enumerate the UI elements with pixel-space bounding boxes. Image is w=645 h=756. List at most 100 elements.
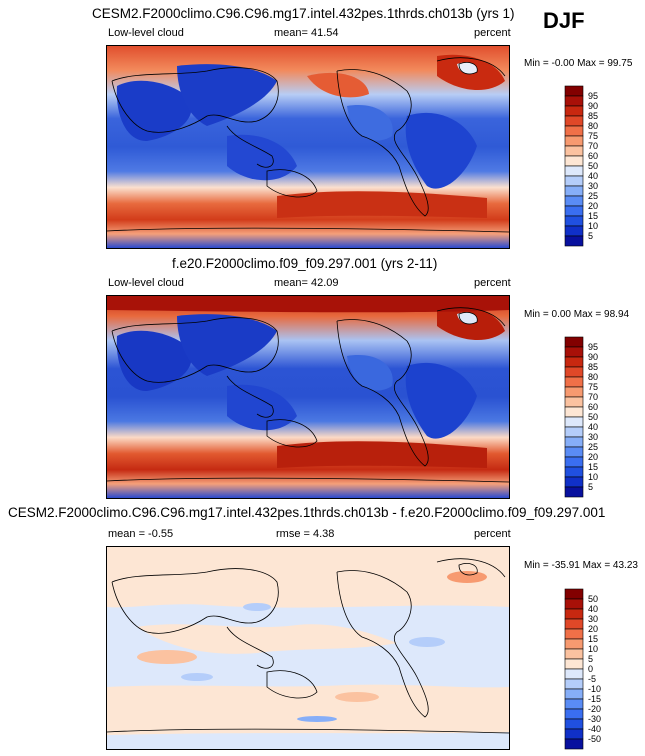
colorbar-3-tick-label: -40 (588, 724, 601, 734)
colorbar-2-box-14 (564, 346, 584, 358)
colorbar-3-box-14 (564, 598, 584, 610)
panel-1-variable-label: Low-level cloud (108, 27, 184, 39)
panel-1-minmax: Min = -0.00 Max = 99.75 (524, 58, 633, 69)
colorbar-1-tick-label: 75 (588, 131, 598, 141)
colorbar-2-box-12 (564, 366, 584, 378)
colorbar-3-box-12 (564, 618, 584, 630)
colorbar-1-box-5 (564, 185, 584, 197)
colorbar-3-box-1 (564, 728, 584, 740)
colorbar-2-tick-label: 95 (588, 342, 598, 352)
colorbar-1-tick-label: 85 (588, 111, 598, 121)
colorbar-2-box-15 (564, 336, 584, 348)
colorbar-2-tick-label: 25 (588, 442, 598, 452)
colorbar-1-box-9 (564, 145, 584, 157)
colorbar-3-tick-label: 30 (588, 614, 598, 624)
colorbar-1-tick-label: 20 (588, 201, 598, 211)
colorbar-1-tick-label: 5 (588, 231, 593, 241)
colorbar-3-box-4 (564, 698, 584, 710)
colorbar-1-tick-label: 60 (588, 151, 598, 161)
colorbar-3-tick-label: -20 (588, 704, 601, 714)
panel-1-colorbar: 5 10 15 20 25 30 40 50 60 70 75 80 85 90 95 (564, 85, 625, 247)
colorbar-3-tick-label: -10 (588, 684, 601, 694)
colorbar-3-box-8 (564, 658, 584, 670)
panel-1-units-label: percent (474, 27, 511, 39)
colorbar-2-tick-label: 90 (588, 352, 598, 362)
colorbar-3-tick-label: 5 (588, 654, 593, 664)
colorbar-2-box-11 (564, 376, 584, 388)
colorbar-1-box-13 (564, 105, 584, 117)
colorbar-2-tick-label: 15 (588, 462, 598, 472)
colorbar-3-box-15 (564, 588, 584, 600)
panel-3-mean-label: mean = -0.55 (108, 528, 174, 540)
colorbar-1-box-3 (564, 205, 584, 217)
colorbar-1-tick-label: 40 (588, 171, 598, 181)
colorbar-1-tick-label: 15 (588, 211, 598, 221)
colorbar-1-box-12 (564, 115, 584, 127)
colorbar-1-tick-label: 95 (588, 91, 598, 101)
colorbar-2-box-5 (564, 436, 584, 448)
panel-1-map (106, 45, 510, 249)
colorbar-2-tick-label: 20 (588, 452, 598, 462)
colorbar-1-tick-label: 90 (588, 101, 598, 111)
colorbar-2-tick-label: 40 (588, 422, 598, 432)
colorbar-3-box-10 (564, 638, 584, 650)
panel-2-map (106, 295, 510, 499)
colorbar-1-box-2 (564, 215, 584, 227)
colorbar-2-tick-label: 5 (588, 482, 593, 492)
colorbar-3-tick-label: -50 (588, 734, 601, 744)
colorbar-2-box-9 (564, 396, 584, 408)
colorbar-2-tick-label: 50 (588, 412, 598, 422)
panel-3-map-plot (107, 547, 509, 749)
panel-3-map (106, 546, 510, 750)
colorbar-1-tick-label: 70 (588, 141, 598, 151)
colorbar-1-box-15 (564, 85, 584, 97)
colorbar-1-box-0 (564, 235, 584, 247)
colorbar-3-box-5 (564, 688, 584, 700)
colorbar-1-tick-label: 25 (588, 191, 598, 201)
colorbar-1-box-10 (564, 135, 584, 147)
colorbar-2-tick-label: 10 (588, 472, 598, 482)
colorbar-3-box-13 (564, 608, 584, 620)
panel-3-rmse-label: rmse = 4.38 (276, 528, 335, 540)
colorbar-1-tick-label: 80 (588, 121, 598, 131)
colorbar-1-tick-label: 30 (588, 181, 598, 191)
panel-1-map-plot (107, 46, 509, 248)
colorbar-3-tick-label: 40 (588, 604, 598, 614)
panel-2-mean-label: mean= 42.09 (274, 277, 339, 289)
panel-3-minmax: Min = -35.91 Max = 43.23 (524, 560, 638, 571)
colorbar-3-box-2 (564, 718, 584, 730)
colorbar-2-box-0 (564, 486, 584, 498)
colorbar-1-box-11 (564, 125, 584, 137)
colorbar-3-box-9 (564, 648, 584, 660)
colorbar-2-tick-label: 75 (588, 382, 598, 392)
panel-2-minmax: Min = 0.00 Max = 98.94 (524, 309, 630, 320)
colorbar-3-tick-label: 15 (588, 634, 598, 644)
panel-3-title: CESM2.F2000climo.C96.C96.mg17.intel.432p… (8, 505, 606, 520)
colorbar-2-box-4 (564, 446, 584, 458)
colorbar-2-tick-label: 80 (588, 372, 598, 382)
colorbar-1-tick-label: 50 (588, 161, 598, 171)
colorbar-3-box-3 (564, 708, 584, 720)
colorbar-3-box-6 (564, 678, 584, 690)
colorbar-3-tick-label: 20 (588, 624, 598, 634)
colorbar-2-tick-label: 30 (588, 432, 598, 442)
colorbar-3-tick-label: 0 (588, 664, 593, 674)
colorbar-2-box-2 (564, 466, 584, 478)
colorbar-3-box-0 (564, 738, 584, 750)
colorbar-3-tick-label: -5 (588, 674, 596, 684)
colorbar-2-box-3 (564, 456, 584, 468)
colorbar-2-box-1 (564, 476, 584, 488)
panel-2-title: f.e20.F2000climo.f09_f09.297.001 (yrs 2-… (172, 256, 438, 271)
colorbar-3-tick-label: 10 (588, 644, 598, 654)
panel-2-units-label: percent (474, 277, 511, 289)
colorbar-3-tick-label: -15 (588, 694, 601, 704)
colorbar-1-tick-label: 10 (588, 221, 598, 231)
colorbar-1-box-6 (564, 175, 584, 187)
colorbar-1-box-8 (564, 155, 584, 167)
colorbar-3-tick-label: 50 (588, 594, 598, 604)
colorbar-2-box-10 (564, 386, 584, 398)
colorbar-2-box-6 (564, 426, 584, 438)
colorbar-3-box-7 (564, 668, 584, 680)
